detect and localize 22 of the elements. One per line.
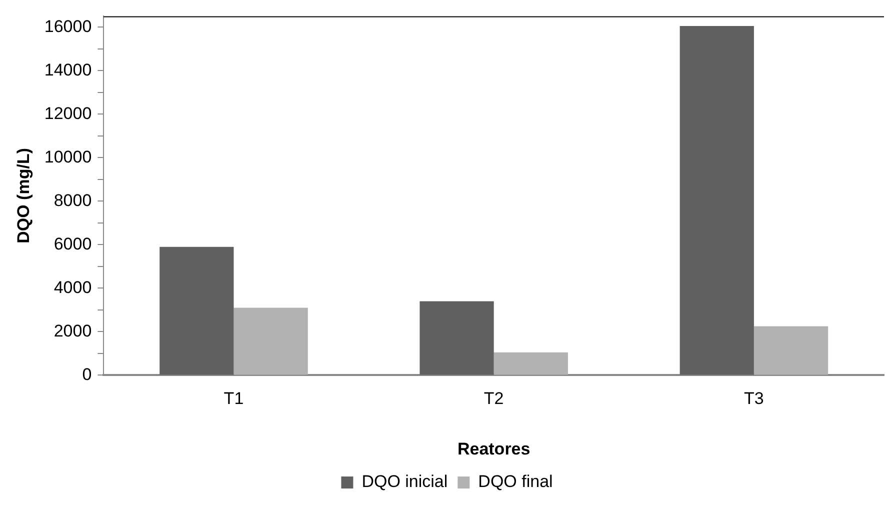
y-tick-label: 10000 [44,147,92,166]
x-tick-label: T3 [744,389,764,408]
x-tick-label: T1 [224,389,244,408]
y-tick-label: 16000 [44,16,92,36]
bar [234,308,308,375]
bar [160,246,234,375]
y-tick-label: 2000 [54,321,92,340]
y-tick-label: 4000 [54,278,92,297]
y-tick-label: 8000 [54,190,92,210]
legend-label: DQO inicial [362,472,448,492]
y-tick-label: 0 [82,364,92,384]
legend-label: DQO final [478,472,553,492]
y-axis-title: DQO (mg/L) [14,148,33,244]
bar [494,352,568,375]
y-tick-label: 6000 [54,234,92,254]
x-axis-title: Reatores [457,439,530,458]
y-tick-label: 12000 [44,104,92,123]
bar [754,326,828,375]
y-tick-label: 14000 [44,60,92,80]
bar [680,26,754,375]
bar [420,301,494,375]
x-tick-label: T2 [484,389,504,408]
